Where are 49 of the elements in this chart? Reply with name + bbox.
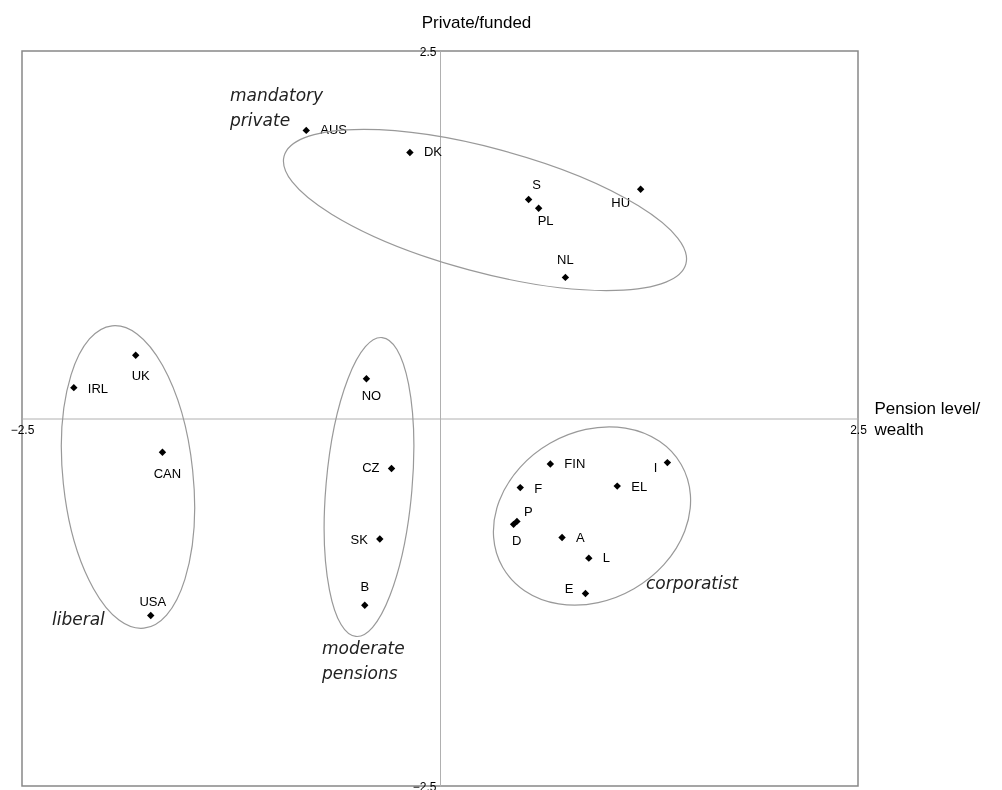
series-label: A — [576, 529, 586, 545]
series-label: L — [602, 550, 611, 566]
annotation: corporatist — [646, 573, 740, 593]
point — [581, 589, 590, 598]
point — [406, 148, 414, 157]
series-label: D — [511, 533, 522, 549]
series-label: NL — [557, 252, 574, 268]
point — [534, 204, 543, 212]
point — [585, 554, 593, 562]
point — [524, 195, 533, 204]
series-label: DK — [423, 144, 443, 160]
x-axis-title: Pension level/ wealth — [873, 399, 981, 439]
series-label: CAN — [153, 466, 182, 482]
point — [663, 458, 672, 467]
point — [509, 520, 518, 529]
series-label: S — [532, 177, 542, 193]
series-label: CZ — [362, 460, 380, 476]
point — [636, 185, 645, 193]
point — [158, 448, 167, 457]
y-axis-title: Private/funded — [421, 12, 532, 32]
point — [70, 383, 78, 392]
series-label: E — [564, 581, 574, 597]
series-label: B — [360, 579, 370, 595]
point — [131, 351, 140, 359]
point — [362, 375, 371, 383]
annotation: liberal — [52, 609, 106, 629]
series-label: F — [534, 480, 543, 496]
series-label: P — [523, 504, 533, 520]
series-label: NO — [361, 387, 382, 403]
series-label: EL — [631, 479, 648, 495]
series-label: UK — [131, 368, 151, 384]
annotation: moderate pensions — [321, 638, 405, 683]
series-label: FIN — [564, 456, 586, 472]
series-label: HU — [611, 195, 631, 211]
point — [361, 601, 369, 609]
series-label: USA — [139, 594, 167, 610]
series-label: I — [653, 459, 658, 475]
series-label: AUS — [320, 122, 348, 138]
series-label: IRL — [87, 380, 109, 396]
point — [546, 460, 555, 468]
point — [147, 611, 155, 620]
point — [558, 533, 566, 542]
series-label: SK — [350, 532, 369, 548]
point — [516, 483, 524, 492]
series-label: PL — [537, 213, 554, 229]
point — [302, 126, 310, 135]
point — [387, 464, 396, 473]
point — [613, 482, 621, 490]
point — [561, 273, 570, 282]
